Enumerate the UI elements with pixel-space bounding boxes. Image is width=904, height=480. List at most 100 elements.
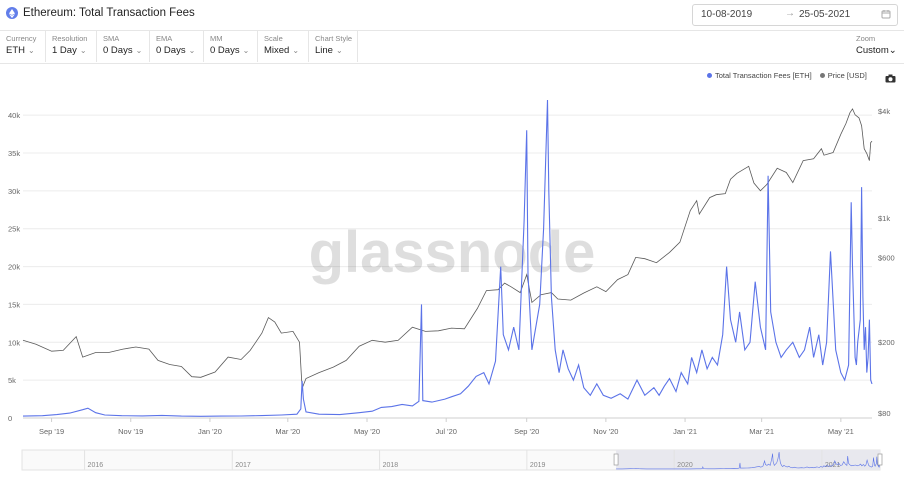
resolution-value: 1 Day <box>52 45 77 56</box>
sma-value: 0 Days <box>103 45 133 56</box>
legend-dot-price <box>819 73 825 78</box>
mm-label: MM <box>210 34 223 43</box>
y-left-tick-label: 30k <box>8 187 20 196</box>
mm-select[interactable]: MM 0 Days ⌄ <box>204 31 258 62</box>
scale-select[interactable]: Scale Mixed ⌄ <box>258 31 309 62</box>
navigator-handle <box>613 453 619 466</box>
watermark: glassnode <box>309 220 596 285</box>
navigator[interactable]: 2016 2017 2018 2019 2020 2021 <box>21 449 883 471</box>
title-wrap: Ethereum: Total Transaction Fees <box>6 7 195 19</box>
price-series-line <box>22 108 873 389</box>
sma-label: SMA <box>103 34 120 43</box>
y-right-tick-label: $1k <box>878 214 890 223</box>
navigator-fees-line <box>616 451 881 470</box>
y-left-tick-label: 10k <box>8 338 20 347</box>
ema-value: 0 Days <box>156 45 186 56</box>
date-to[interactable]: 25-05-2021 <box>799 9 851 20</box>
sma-value-wrap: 0 Days ⌄ <box>103 45 142 56</box>
navigator-selection <box>616 450 880 470</box>
y-left-tick-label: 20k <box>8 263 20 272</box>
grid-layer <box>23 114 872 419</box>
x-tick-label: May '21 <box>828 427 854 436</box>
x-tick-label: May '20 <box>354 427 380 436</box>
x-tick-label: Jul '20 <box>435 427 456 436</box>
x-tick-label: Nov '20 <box>593 427 618 436</box>
left-axis: 0 5k 10k 15k 20k 25k 30k 35k 40k <box>8 111 20 423</box>
legend-dot-fees <box>707 73 712 78</box>
chevron-down-icon: ⌄ <box>79 46 87 55</box>
chevron-down-icon: ⌄ <box>335 46 343 55</box>
mm-value-wrap: 0 Days ⌄ <box>210 45 249 56</box>
navigator-year-label: 2018 <box>383 462 399 469</box>
x-tick-label: Mar '21 <box>749 427 774 436</box>
camera-icon[interactable] <box>885 70 896 88</box>
resolution-select[interactable]: Resolution 1 Day ⌄ <box>46 31 97 62</box>
y-left-tick-label: 5k <box>8 376 16 385</box>
currency-label: Currency <box>6 34 37 43</box>
legend-label-price: Price [USD] <box>827 71 867 80</box>
ema-value-wrap: 0 Days ⌄ <box>156 45 195 56</box>
date-range-picker[interactable]: 10-08-2019 → 25-05-2021 <box>692 4 898 26</box>
navigator-year-label: 2019 <box>530 462 546 469</box>
y-left-tick-label: 35k <box>8 149 20 158</box>
chart-style-select[interactable]: Chart Style Line ⌄ <box>309 31 358 62</box>
currency-select[interactable]: Currency ETH ⌄ <box>0 31 46 62</box>
chevron-down-icon: ⌄ <box>28 46 35 55</box>
x-tick-label: Jan '21 <box>673 427 697 436</box>
controls-bar: Currency ETH ⌄ Resolution 1 Day ⌄ SMA 0 Da… <box>0 31 904 64</box>
zoom-value-wrap: Custom⌄ <box>856 45 897 56</box>
navigator-track <box>21 449 881 471</box>
y-left-tick-label: 25k <box>8 225 20 234</box>
legend-item-fees[interactable]: Total Transaction Fees [ETH] <box>707 71 812 80</box>
navigator-handle <box>877 453 883 466</box>
chart-legend: Total Transaction Fees [ETH] Price [USD] <box>707 71 875 80</box>
x-axis: Sep '19 Nov '19 Jan '20 Mar '20 May '20 Jul '… <box>23 417 872 436</box>
fees-series-line <box>22 99 873 417</box>
chevron-down-icon: ⌄ <box>242 46 250 55</box>
calendar-icon[interactable] <box>881 9 891 22</box>
scale-value-wrap: Mixed ⌄ <box>264 45 299 56</box>
chevron-down-icon: ⌄ <box>188 46 196 55</box>
legend-item-price[interactable]: Price [USD] <box>819 71 867 80</box>
navigator-year-label: 2016 <box>88 462 104 469</box>
ema-select[interactable]: EMA 0 Days ⌄ <box>150 31 204 62</box>
chart-style-value-wrap: Line ⌄ <box>315 45 343 56</box>
chevron-down-icon: ⌄ <box>888 45 897 56</box>
zoom-label: Zoom <box>856 34 876 43</box>
legend-label-fees: Total Transaction Fees [ETH] <box>715 71 812 80</box>
y-left-tick-label: 0 <box>8 414 12 423</box>
ethereum-icon <box>6 7 18 19</box>
y-right-tick-label: $600 <box>878 253 895 262</box>
y-right-tick-label: $4k <box>878 107 890 116</box>
navigator-year-label: 2017 <box>235 462 251 469</box>
x-tick-label: Sep '20 <box>514 427 539 436</box>
navigator-year-label: 2020 <box>677 462 693 469</box>
chart-header: Ethereum: Total Transaction Fees 10-08-2… <box>0 0 904 31</box>
right-axis: $80 $200 $600 $1k $4k <box>878 107 895 418</box>
sma-select[interactable]: SMA 0 Days ⌄ <box>97 31 150 62</box>
date-arrow: → <box>785 8 795 19</box>
ema-label: EMA <box>156 34 173 43</box>
chevron-down-icon: ⌄ <box>292 46 300 55</box>
chevron-down-icon: ⌄ <box>135 46 143 55</box>
currency-value: ETH <box>6 45 25 56</box>
mm-value: 0 Days <box>210 45 240 56</box>
page-title: Ethereum: Total Transaction Fees <box>23 7 195 19</box>
chart-style-label: Chart Style <box>315 34 353 43</box>
scale-value: Mixed <box>264 45 290 56</box>
y-right-tick-label: $80 <box>878 409 891 418</box>
resolution-value-wrap: 1 Day ⌄ <box>52 45 87 56</box>
chart-style-value: Line <box>315 45 333 56</box>
currency-value-wrap: ETH ⌄ <box>6 45 35 56</box>
zoom-value: Custom <box>856 45 889 56</box>
x-tick-label: Mar '20 <box>275 427 300 436</box>
date-from[interactable]: 10-08-2019 <box>701 9 753 20</box>
x-tick-label: Nov '19 <box>118 427 143 436</box>
y-right-tick-label: $200 <box>878 338 895 347</box>
resolution-label: Resolution <box>52 34 88 43</box>
x-tick-label: Jan '20 <box>198 427 222 436</box>
y-left-tick-label: 40k <box>8 111 20 120</box>
navigator-year-label: 2021 <box>825 462 841 469</box>
x-tick-label: Sep '19 <box>39 427 64 436</box>
scale-label: Scale <box>264 34 283 43</box>
